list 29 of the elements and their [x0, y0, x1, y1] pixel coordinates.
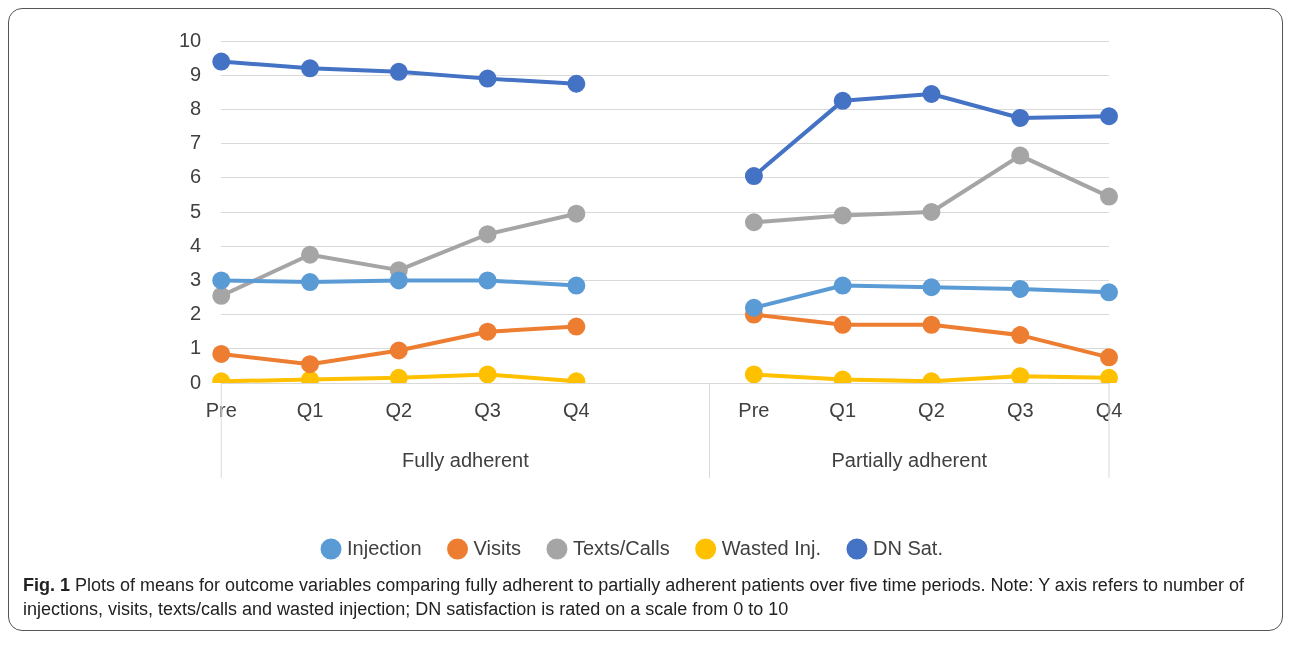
x-tick-label: Q3: [1006, 398, 1034, 421]
x-tick-label: Q2: [385, 398, 413, 421]
caption: Fig. 1 Plots of means for outcome variables comparing fully adherent to partially adherent patients over five time periods. Note: Y axis refers to number of injections, visits, texts/calls and wasted injection; DN satisfaction is rated on a scale from 0 to 10: [23, 575, 1244, 620]
x-tick-label: Q2: [918, 398, 945, 421]
legend-label: Texts/Calls: [572, 536, 670, 559]
y-tick-label: 6: [190, 165, 202, 188]
legend-label: DN Sat.: [872, 536, 943, 559]
text: Partially adherent: [831, 448, 988, 471]
x-tick-label: Q3: [474, 398, 501, 421]
y-tick-label: 8: [190, 96, 202, 119]
x-tick-label: Q1: [829, 398, 857, 421]
x-tick-label: Pre: [738, 398, 770, 421]
y-tick-label: 3: [190, 267, 202, 290]
y-tick-label: 5: [190, 199, 202, 222]
x-tick-label: Q4: [563, 398, 590, 421]
x-tick-label: Q1: [296, 398, 324, 421]
legend-label: Wasted Inj.: [721, 536, 821, 559]
y-tick-label: 9: [190, 62, 202, 85]
y-tick-label: 4: [190, 233, 202, 256]
y-tick-label: 2: [190, 302, 202, 325]
legend-label: Visits: [473, 536, 521, 559]
x-tick-label: Pre: [205, 398, 237, 421]
y-tick-label: 1: [190, 336, 202, 359]
y-tick-label: 7: [190, 131, 202, 154]
text: Fully adherent: [402, 448, 530, 471]
y-tick-label: 10: [179, 28, 202, 51]
legend-label: Injection: [347, 536, 422, 559]
x-tick-label: Q4: [1095, 398, 1123, 421]
y-tick-label: 0: [190, 370, 202, 393]
